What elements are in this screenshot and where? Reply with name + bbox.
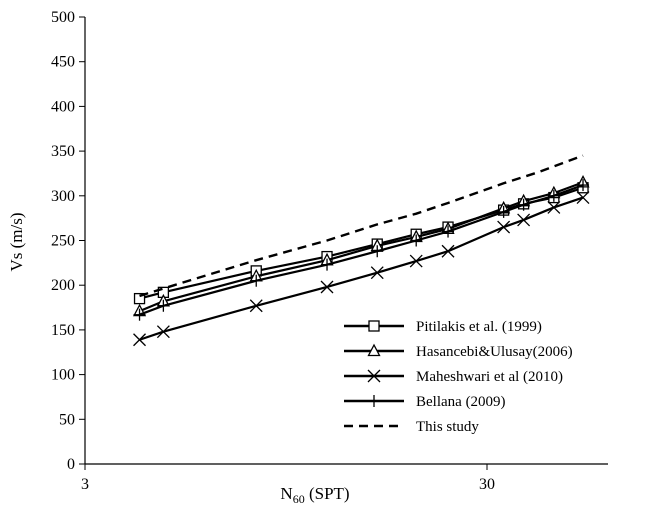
square-marker (368, 320, 380, 332)
x-marker-stroke (576, 191, 590, 205)
x-axis-label: N60 (SPT) (280, 484, 349, 506)
plus-marker (442, 225, 455, 238)
legend-item: Maheshwari et al (2010) (344, 369, 563, 385)
square-marker (133, 292, 146, 305)
x-marker-stroke (320, 280, 334, 294)
legend-item: Pitilakis et al. (1999) (344, 319, 542, 335)
x-marker (409, 254, 423, 268)
x-marker-stroke (370, 266, 384, 280)
x-marker-stroke (409, 254, 423, 268)
plus-marker (133, 308, 146, 321)
y-tick-label: 0 (67, 456, 75, 473)
plus-marker (321, 258, 334, 271)
series-line (139, 181, 584, 313)
plus-marker (250, 274, 263, 287)
series-group (132, 154, 590, 347)
x-tick-label: 3 (81, 476, 89, 493)
y-tick-label: 300 (51, 188, 75, 205)
x-axis-label-rest: (SPT) (305, 484, 350, 503)
x-marker-stroke (517, 213, 531, 227)
x-marker (249, 299, 263, 313)
plus-marker (157, 299, 170, 312)
y-tick-label: 250 (51, 233, 75, 250)
x-marker-stroke (441, 244, 455, 258)
legend-label: Hasancebi&Ulusay(2006) (416, 344, 573, 360)
legend-item: Bellana (2009) (344, 394, 506, 410)
legend-label: Pitilakis et al. (1999) (416, 319, 542, 335)
legend-item: Hasancebi&Ulusay(2006) (344, 343, 573, 360)
y-tick-label: 500 (51, 9, 75, 26)
y-tick-label: 50 (59, 411, 75, 428)
plus-marker (368, 395, 380, 407)
x-marker (441, 244, 455, 258)
x-marker-stroke (547, 200, 561, 214)
x-axis-label-sub: 60 (293, 492, 305, 506)
x-marker-stroke (133, 333, 146, 347)
series-this-study (139, 154, 584, 298)
x-marker-stroke (497, 220, 511, 234)
x-marker-stroke (249, 299, 263, 313)
y-tick-label: 400 (51, 98, 75, 115)
legend-label: Maheshwari et al (2010) (416, 369, 563, 385)
plus-marker (371, 245, 384, 258)
plus-marker (517, 198, 530, 211)
series-bellana-2009 (133, 179, 590, 321)
triangle-marker (367, 343, 381, 357)
x-marker (370, 266, 384, 280)
x-marker-stroke (156, 325, 170, 339)
legend-item: This study (344, 419, 479, 435)
legend: Pitilakis et al. (1999) Hasancebi&Ulusay(… (344, 319, 573, 435)
axes: 0 50 100 150 200 250 300 350 400 450 500 3 30 (51, 9, 608, 493)
plus-marker (497, 205, 510, 218)
y-tick-label: 100 (51, 367, 75, 384)
y-tick-label: 150 (51, 322, 75, 339)
series-line (139, 154, 584, 298)
x-marker (497, 220, 511, 234)
x-marker-stroke (367, 369, 381, 383)
x-axis-label-main: N (280, 484, 292, 503)
legend-label: This study (416, 419, 479, 435)
x-marker (156, 325, 170, 339)
x-marker (517, 213, 531, 227)
y-tick-label: 450 (51, 54, 75, 71)
y-tick-label: 200 (51, 277, 75, 294)
plus-marker (577, 179, 590, 192)
x-marker (320, 280, 334, 294)
plus-marker (547, 189, 560, 202)
plus-marker (410, 234, 423, 247)
x-marker (133, 333, 146, 347)
y-tick-label: 350 (51, 143, 75, 160)
x-marker (547, 200, 561, 214)
series-maheshwari-et-al-2010 (133, 191, 590, 347)
x-tick-label: 30 (479, 476, 495, 493)
y-axis-label: Vs (m/s) (7, 212, 26, 271)
x-marker (576, 191, 590, 205)
legend-label: Bellana (2009) (416, 394, 506, 410)
x-marker (367, 369, 381, 383)
